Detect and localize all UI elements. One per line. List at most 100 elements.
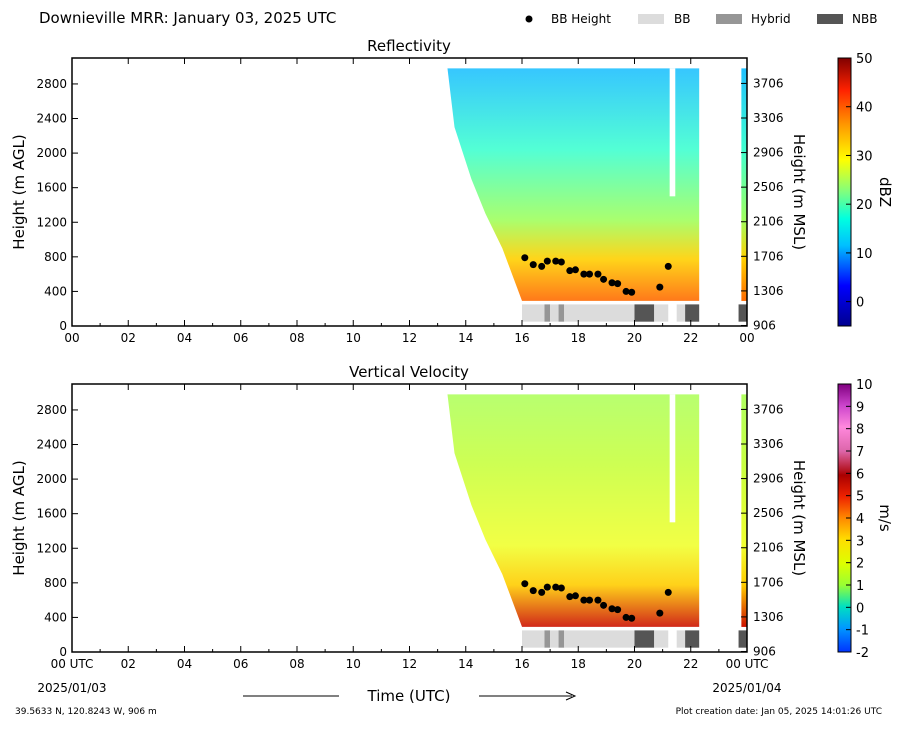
vertical-velocity-y2label: Height (m MSL) xyxy=(790,460,808,576)
x-tick-label: 06 xyxy=(233,657,248,671)
x-tick-label: 18 xyxy=(571,331,586,345)
late-echo-strip xyxy=(741,68,747,301)
x-tick-label: 12 xyxy=(402,657,417,671)
y2-tick-label: 3706 xyxy=(753,402,784,416)
bb-height-point xyxy=(614,280,622,288)
y2-tick-label: 1706 xyxy=(753,575,784,589)
y-tick-label: 0 xyxy=(59,645,67,659)
colorbar-tick-label: -2 xyxy=(856,646,869,661)
colorbar-tick-label: 9 xyxy=(856,400,864,415)
echo-gap xyxy=(669,394,676,523)
reflectivity-colorbar-ticks: 0 10 20 30 40 50 xyxy=(846,52,873,311)
y2-tick-label: 3306 xyxy=(753,437,784,451)
x-tick-label: 08 xyxy=(289,331,304,345)
y-tick-label: 2000 xyxy=(36,472,67,486)
x-tick-label: 14 xyxy=(458,657,473,671)
y2-tick-label: 2106 xyxy=(753,541,784,555)
y2-tick-label: 2506 xyxy=(753,180,784,194)
x-tick-label: 02 xyxy=(121,657,136,671)
y2-tick-label: 2506 xyxy=(753,506,784,520)
legend-bb-height-swatch xyxy=(525,15,533,23)
bb-type-segment xyxy=(550,304,559,322)
colorbar-tick-label: 8 xyxy=(856,423,864,438)
bb-type-segment xyxy=(676,630,686,648)
y2-tick-label: 1306 xyxy=(753,610,784,624)
bb-height-point xyxy=(521,580,529,588)
colorbar-tick-label: 30 xyxy=(856,149,873,164)
x-tick-label: 02 xyxy=(121,331,136,345)
colorbar-tick-label: 3 xyxy=(856,534,864,549)
colorbar-tick-label: 2 xyxy=(856,557,864,572)
bb-height-point xyxy=(538,588,546,596)
bb-height-point xyxy=(594,270,602,278)
bb-height-point xyxy=(622,613,630,621)
vertical-velocity-title: Vertical Velocity xyxy=(349,363,469,381)
legend-bb-label: BB xyxy=(674,12,690,26)
bb-height-point xyxy=(566,267,574,275)
bb-type-segment xyxy=(522,630,545,648)
bb-type-segment xyxy=(738,304,747,322)
bb-type-segment xyxy=(564,630,635,648)
y-tick-label: 2400 xyxy=(36,112,67,126)
x-tick-label: 20 xyxy=(627,657,642,671)
bb-height-point xyxy=(571,592,579,600)
reflectivity-plot-area xyxy=(447,68,747,322)
y2-tick-label: 3706 xyxy=(753,76,784,90)
bb-height-point xyxy=(580,596,588,604)
y-tick-label: 2800 xyxy=(36,77,67,91)
bb-type-segment xyxy=(544,304,551,322)
x-tick-label: 00 UTC xyxy=(726,657,769,671)
x-tick-label: 00 UTC xyxy=(51,657,94,671)
y-tick-label: 800 xyxy=(44,576,67,590)
x-tick-label: 08 xyxy=(289,657,304,671)
x-tick-label: 16 xyxy=(514,331,529,345)
bb-type-segment xyxy=(685,304,700,322)
colorbar-tick-label: 10 xyxy=(856,378,873,393)
reflectivity-colorbar-label: dBZ xyxy=(876,177,894,207)
time-arrow-head xyxy=(565,691,577,701)
bb-height-point xyxy=(608,279,616,287)
x-tick-label: 20 xyxy=(627,331,642,345)
y2-tick-label: 906 xyxy=(753,644,776,658)
y-tick-label: 2800 xyxy=(36,403,67,417)
bb-height-point xyxy=(664,588,672,596)
bb-height-point xyxy=(557,584,565,592)
colorbar-tick-label: 20 xyxy=(856,198,873,213)
y2-tick-label: 2106 xyxy=(753,215,784,229)
figure-title: Downieville MRR: January 03, 2025 UTC xyxy=(39,9,336,27)
bb-height-point xyxy=(566,593,574,601)
echo-region xyxy=(447,394,700,627)
bb-type-segment xyxy=(544,630,551,648)
legend-bb-swatch xyxy=(638,14,664,24)
bb-height-point xyxy=(529,261,537,269)
bb-height-point xyxy=(543,257,551,265)
bb-type-segment xyxy=(654,304,669,322)
x-tick-label: 14 xyxy=(458,331,473,345)
bb-type-segment xyxy=(558,630,565,648)
colorbar-tick-label: -1 xyxy=(856,624,869,639)
y-tick-label: 2000 xyxy=(36,146,67,160)
bb-height-point xyxy=(600,275,608,283)
bb-height-point xyxy=(594,596,602,604)
colorbar-tick-label: 40 xyxy=(856,101,873,116)
x-tick-label: 06 xyxy=(233,331,248,345)
y2-tick-label: 1706 xyxy=(753,249,784,263)
bb-height-point xyxy=(521,254,529,262)
legend-nbb-label: NBB xyxy=(852,12,877,26)
x-tick-label: 12 xyxy=(402,331,417,345)
bb-height-point xyxy=(557,258,565,266)
echo-gap xyxy=(669,68,676,197)
colorbar-tick-label: 1 xyxy=(856,579,864,594)
x-tick-label: 22 xyxy=(683,331,698,345)
y-tick-label: 400 xyxy=(44,610,67,624)
plot-creation-date: Plot creation date: Jan 05, 2025 14:01:2… xyxy=(676,707,882,717)
y-tick-label: 2400 xyxy=(36,438,67,452)
bb-height-point xyxy=(656,283,664,291)
bb-height-point xyxy=(608,605,616,613)
colorbar-tick-label: 10 xyxy=(856,247,873,262)
colorbar-tick-label: 0 xyxy=(856,601,864,616)
legend-hybrid-label: Hybrid xyxy=(751,12,791,26)
x-tick-label: 10 xyxy=(346,331,361,345)
y2-tick-label: 3306 xyxy=(753,111,784,125)
